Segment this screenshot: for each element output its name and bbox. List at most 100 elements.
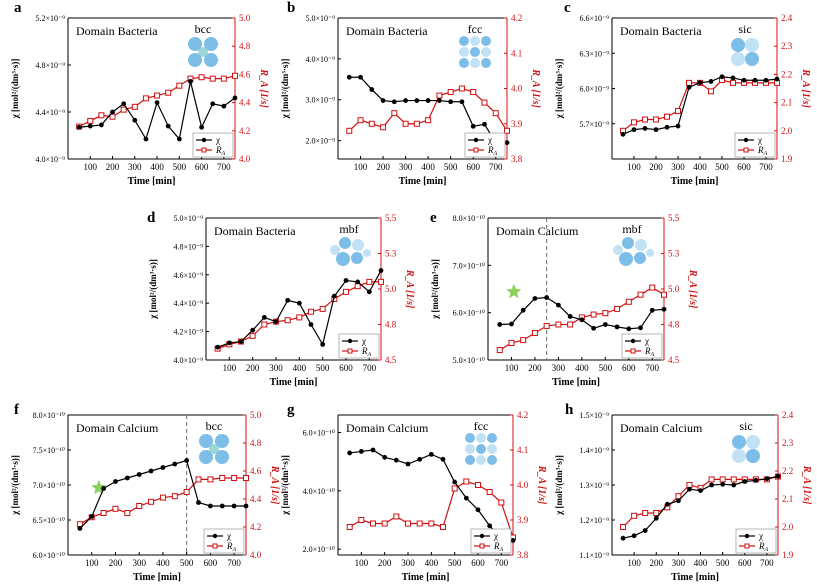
x-tick-label: 400 xyxy=(150,162,164,172)
crystal-atom xyxy=(459,47,469,57)
ra-point xyxy=(481,99,488,106)
legend-ra-marker xyxy=(743,147,749,153)
x-axis-label: Time [min] xyxy=(270,377,318,388)
y-right-tick-label: 4.1 xyxy=(511,48,522,58)
ra-point xyxy=(354,283,361,290)
legend: χRA xyxy=(338,333,380,359)
crystal-atom xyxy=(459,58,469,68)
chi-point xyxy=(355,279,361,285)
x-tick-label: 700 xyxy=(217,162,231,172)
legend: χRA xyxy=(464,132,506,158)
ra-point xyxy=(136,503,143,509)
panel-h: h 100 200 300 400 500 600 700 Time [min] 1.1×10⁻⁹… xyxy=(554,402,812,583)
chi-point xyxy=(425,98,431,103)
legend-chi-label: χ xyxy=(215,135,220,145)
y-left-axis-label: χ [mol²/(dm³·s)] xyxy=(554,59,564,120)
chi-point xyxy=(448,99,454,105)
x-tick-label: 300 xyxy=(399,162,413,172)
chi-point xyxy=(219,503,225,509)
y-left-axis-label: χ [mol²/(dm³·s)] xyxy=(280,59,290,120)
y-right-tick-label: 5.5 xyxy=(385,213,397,223)
x-axis-label: Time [min] xyxy=(552,377,600,388)
x-tick-label: 700 xyxy=(489,162,503,172)
y-right-tick-label: 5.3 xyxy=(385,249,397,259)
crystal-atom xyxy=(746,435,760,449)
series-chi-line xyxy=(499,296,665,330)
y-right-tick-label: 4.4 xyxy=(250,494,262,504)
ra-point xyxy=(405,520,411,527)
x-tick-label: 200 xyxy=(106,162,120,172)
crystal-atom xyxy=(732,449,746,463)
ra-point xyxy=(154,92,161,99)
chi-point xyxy=(664,501,670,507)
y-left-tick-label: 7.0×10⁻¹⁰ xyxy=(33,481,65,490)
chi-point xyxy=(369,87,375,92)
legend-ra-subscript: A xyxy=(763,151,768,157)
chi-point xyxy=(403,98,408,103)
ra-point xyxy=(440,524,446,530)
y-right-axis-label: R_A [1/s] xyxy=(536,465,547,505)
y-right-tick-label: 2.4 xyxy=(782,410,794,420)
y-left-tick-label: 4.6×10⁻⁹ xyxy=(173,271,203,280)
y-left-tick-label: 6.6×10⁻⁹ xyxy=(579,14,609,23)
ra-point xyxy=(207,476,214,483)
x-axis-label: Time [min] xyxy=(133,572,181,583)
ra-point xyxy=(543,322,550,329)
crystal-atom xyxy=(476,444,486,454)
panel-letter: c xyxy=(564,0,571,16)
y-right-axis-label: R_A [1/s] xyxy=(530,68,541,108)
y-right-tick-label: 4.8 xyxy=(239,41,251,51)
x-tick-label: 700 xyxy=(646,363,660,373)
crystal-atom xyxy=(622,237,634,249)
chi-point xyxy=(358,449,364,454)
x-tick-label: 700 xyxy=(495,558,509,568)
y-right-tick-label: 2.0 xyxy=(782,522,794,532)
crystal-icon xyxy=(613,237,654,266)
x-tick-label: 300 xyxy=(672,558,686,568)
crystal-atom xyxy=(339,237,351,249)
crystal-atom xyxy=(204,37,218,51)
y-left-axis-label: χ [mol²/(dm³·s)] xyxy=(554,455,564,516)
y-left-tick-label: 1.2×10⁻⁹ xyxy=(579,516,609,525)
ra-point xyxy=(220,75,227,82)
chi-point xyxy=(378,268,384,273)
y-left-axis-label: χ [mol²/(dm³·s)] xyxy=(10,455,20,516)
ra-point xyxy=(661,291,667,298)
x-tick-label: 400 xyxy=(293,363,307,373)
chi-point xyxy=(382,454,388,460)
legend-ra-subscript: A xyxy=(499,547,504,553)
x-tick-label: 600 xyxy=(737,162,751,172)
crystal-atom xyxy=(745,38,759,52)
chi-point xyxy=(273,319,279,325)
y-right-tick-label: 1.9 xyxy=(781,154,793,164)
chi-point xyxy=(346,74,352,80)
ra-point xyxy=(176,82,183,89)
ra-point xyxy=(370,520,376,527)
ra-point xyxy=(567,321,574,328)
crystal-atom xyxy=(732,435,746,449)
chi-point xyxy=(775,473,781,479)
chi-point xyxy=(697,80,703,86)
ra-point xyxy=(209,75,216,82)
y-left-axis-label: χ [mol²/(dm³·s)] xyxy=(280,455,290,516)
x-tick-label: 300 xyxy=(671,162,685,172)
x-tick-label: 100 xyxy=(627,162,641,172)
panel-f: f 100 200 300 400 500 600 700 Time [min] 6.0×10⁻¹… xyxy=(10,402,280,583)
domain-label: Domain Calcium xyxy=(76,421,159,435)
legend-ra-subscript: A xyxy=(367,352,372,358)
ra-point xyxy=(602,310,609,317)
ra-point xyxy=(520,337,527,344)
crystal-atom xyxy=(188,37,202,51)
chi-point xyxy=(176,136,182,142)
ra-point xyxy=(653,116,659,123)
chi-point xyxy=(358,74,363,80)
ra-point xyxy=(393,513,400,520)
y-right-tick-label: 2.4 xyxy=(781,13,793,23)
domain-label: Domain Bacteria xyxy=(620,24,702,38)
chi-point xyxy=(110,109,115,115)
ra-point xyxy=(653,510,660,516)
chi-point xyxy=(602,322,608,327)
ra-point xyxy=(447,89,454,96)
x-axis-label: Time [min] xyxy=(671,572,719,583)
y-left-axis-label: χ [mol²/(dm³·s)] xyxy=(430,259,440,320)
